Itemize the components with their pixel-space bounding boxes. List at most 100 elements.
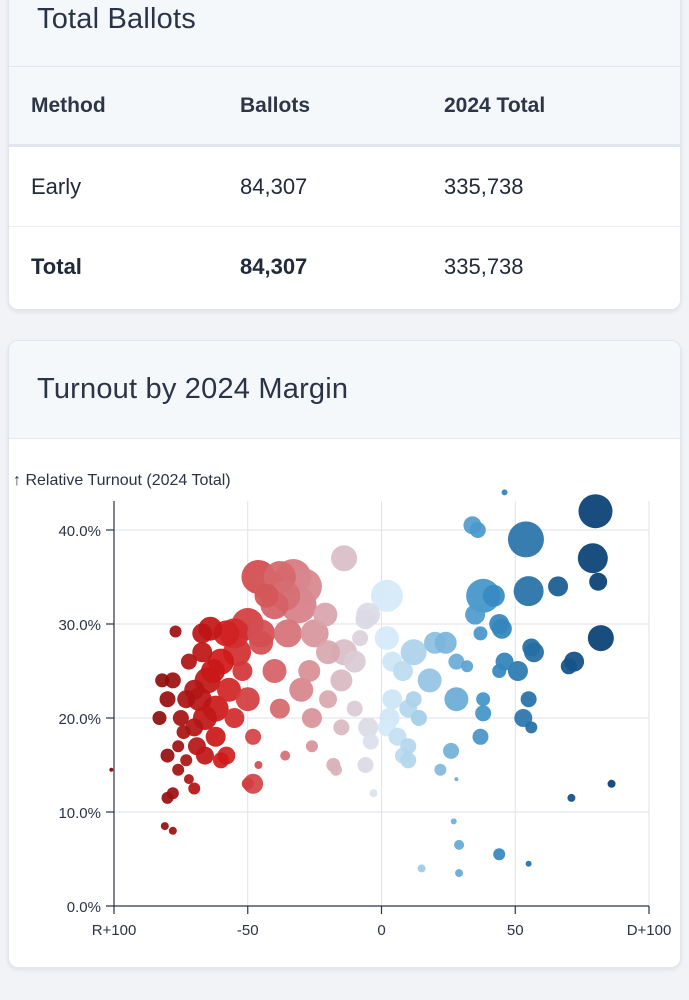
data-point <box>400 639 427 666</box>
row-2024-total: 335,738 <box>444 173 524 199</box>
data-point <box>482 584 505 607</box>
data-point <box>280 750 291 761</box>
data-point <box>578 494 613 529</box>
column-header-method[interactable]: Method <box>31 93 106 117</box>
data-point <box>357 757 374 773</box>
data-point <box>273 619 302 648</box>
x-tick-label: D+100 <box>627 922 672 939</box>
data-point <box>166 787 179 800</box>
data-point <box>192 623 213 644</box>
data-point <box>491 618 512 639</box>
data-point <box>188 782 201 795</box>
data-point <box>493 848 506 861</box>
data-point <box>176 725 191 740</box>
y-tick-label: 30.0% <box>58 617 101 634</box>
data-point <box>514 709 533 727</box>
data-point <box>298 660 321 682</box>
data-point <box>444 687 469 712</box>
data-point <box>567 793 576 802</box>
data-point <box>159 691 176 708</box>
data-point <box>461 660 474 673</box>
data-point <box>301 708 322 728</box>
data-point <box>192 642 213 663</box>
data-point <box>410 710 427 726</box>
data-point <box>235 687 260 712</box>
data-point <box>513 576 544 607</box>
turnout-by-margin-card: Turnout by 2024 Margin ↑ Relative Turnou… <box>8 340 681 968</box>
data-point <box>607 779 616 788</box>
data-point <box>382 689 403 710</box>
data-point <box>392 661 413 681</box>
x-tick-label: 0 <box>377 922 385 939</box>
x-tick-label: -50 <box>237 922 259 939</box>
data-point <box>362 733 379 750</box>
data-point <box>262 659 287 683</box>
data-point <box>400 752 417 769</box>
data-point <box>200 659 225 683</box>
row-2024-total: 335,738 <box>444 254 524 279</box>
data-point <box>417 668 442 693</box>
data-point <box>455 869 464 878</box>
data-point <box>205 726 226 747</box>
x-tick-label: 50 <box>507 922 524 939</box>
data-point <box>492 664 507 678</box>
data-point <box>454 839 465 850</box>
data-point <box>548 576 569 597</box>
data-point <box>305 740 318 753</box>
data-point <box>330 763 343 776</box>
data-point <box>331 545 358 572</box>
data-point <box>352 630 369 647</box>
column-header-2024-total[interactable]: 2024 Total <box>444 93 546 117</box>
data-point <box>183 774 194 785</box>
data-point <box>405 691 422 708</box>
row-method: Early <box>31 173 82 199</box>
data-point <box>180 653 197 670</box>
data-point <box>172 710 189 726</box>
row-method: Total <box>31 254 82 279</box>
data-point <box>400 738 417 755</box>
data-point <box>469 522 486 538</box>
data-point <box>525 721 538 734</box>
ballots-table-header: Method Ballots 2024 Total <box>9 67 680 147</box>
row-ballots: 84,307 <box>240 254 308 279</box>
data-point <box>522 638 541 657</box>
data-point <box>160 822 169 831</box>
data-point <box>164 672 181 689</box>
data-point <box>434 631 457 654</box>
data-point <box>224 708 245 728</box>
data-point <box>169 625 182 638</box>
data-point <box>560 658 577 675</box>
data-point <box>289 677 314 702</box>
data-points <box>109 489 616 878</box>
data-point <box>343 650 366 673</box>
data-point <box>245 728 262 745</box>
data-point <box>172 740 185 753</box>
data-point <box>269 698 290 719</box>
row-ballots: 84,307 <box>240 173 308 199</box>
y-axis-label: ↑ Relative Turnout (2024 Total) <box>13 472 231 489</box>
y-tick-label: 20.0% <box>58 711 101 728</box>
data-point <box>316 640 340 665</box>
data-point <box>333 719 350 736</box>
column-header-ballots[interactable]: Ballots <box>240 93 311 117</box>
data-point <box>177 690 196 709</box>
data-point <box>109 767 114 772</box>
y-tick-label: 0.0% <box>67 899 101 916</box>
turnout-scatter-chart: ↑ Relative Turnout (2024 Total) 0.0% 10.0… <box>13 472 672 939</box>
data-point <box>358 717 379 738</box>
data-point <box>160 748 175 763</box>
y-tick-label: 40.0% <box>58 523 101 540</box>
data-point <box>172 763 185 776</box>
data-point <box>589 572 608 591</box>
ballots-card-header: Total Ballots <box>9 0 680 67</box>
data-point <box>417 864 426 873</box>
data-point <box>475 705 492 722</box>
data-point <box>525 860 532 867</box>
data-point <box>370 579 403 612</box>
data-point <box>520 691 537 708</box>
data-point <box>241 777 254 790</box>
turnout-card-header: Turnout by 2024 Margin <box>9 341 680 439</box>
data-point <box>507 521 544 558</box>
data-point <box>213 752 229 769</box>
data-point <box>152 711 167 725</box>
